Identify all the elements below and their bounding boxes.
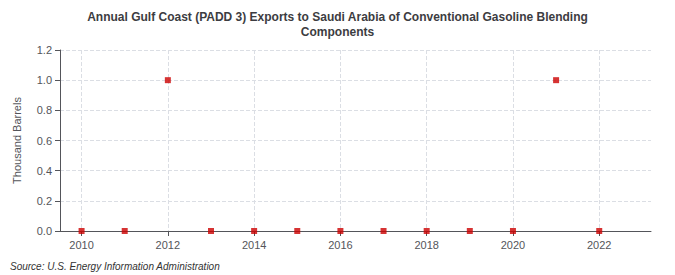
svg-text:Thousand Barrels: Thousand Barrels — [11, 97, 23, 184]
svg-text:1.2: 1.2 — [37, 44, 52, 56]
svg-text:2020: 2020 — [501, 239, 525, 251]
svg-text:2016: 2016 — [328, 239, 352, 251]
svg-text:2022: 2022 — [587, 239, 611, 251]
svg-text:0.0: 0.0 — [37, 225, 52, 237]
svg-text:2010: 2010 — [69, 239, 93, 251]
svg-text:2012: 2012 — [156, 239, 180, 251]
svg-text:2014: 2014 — [242, 239, 266, 251]
svg-text:0.2: 0.2 — [37, 195, 52, 207]
svg-text:Components: Components — [301, 25, 375, 39]
svg-text:Annual Gulf Coast (PADD 3) Exp: Annual Gulf Coast (PADD 3) Exports to Sa… — [87, 10, 588, 24]
svg-text:0.8: 0.8 — [37, 104, 52, 116]
svg-text:Source: U.S. Energy Informatio: Source: U.S. Energy Information Administ… — [10, 261, 220, 272]
svg-text:0.6: 0.6 — [37, 135, 52, 147]
svg-text:2018: 2018 — [414, 239, 438, 251]
svg-text:1.0: 1.0 — [37, 74, 52, 86]
svg-text:0.4: 0.4 — [37, 165, 52, 177]
